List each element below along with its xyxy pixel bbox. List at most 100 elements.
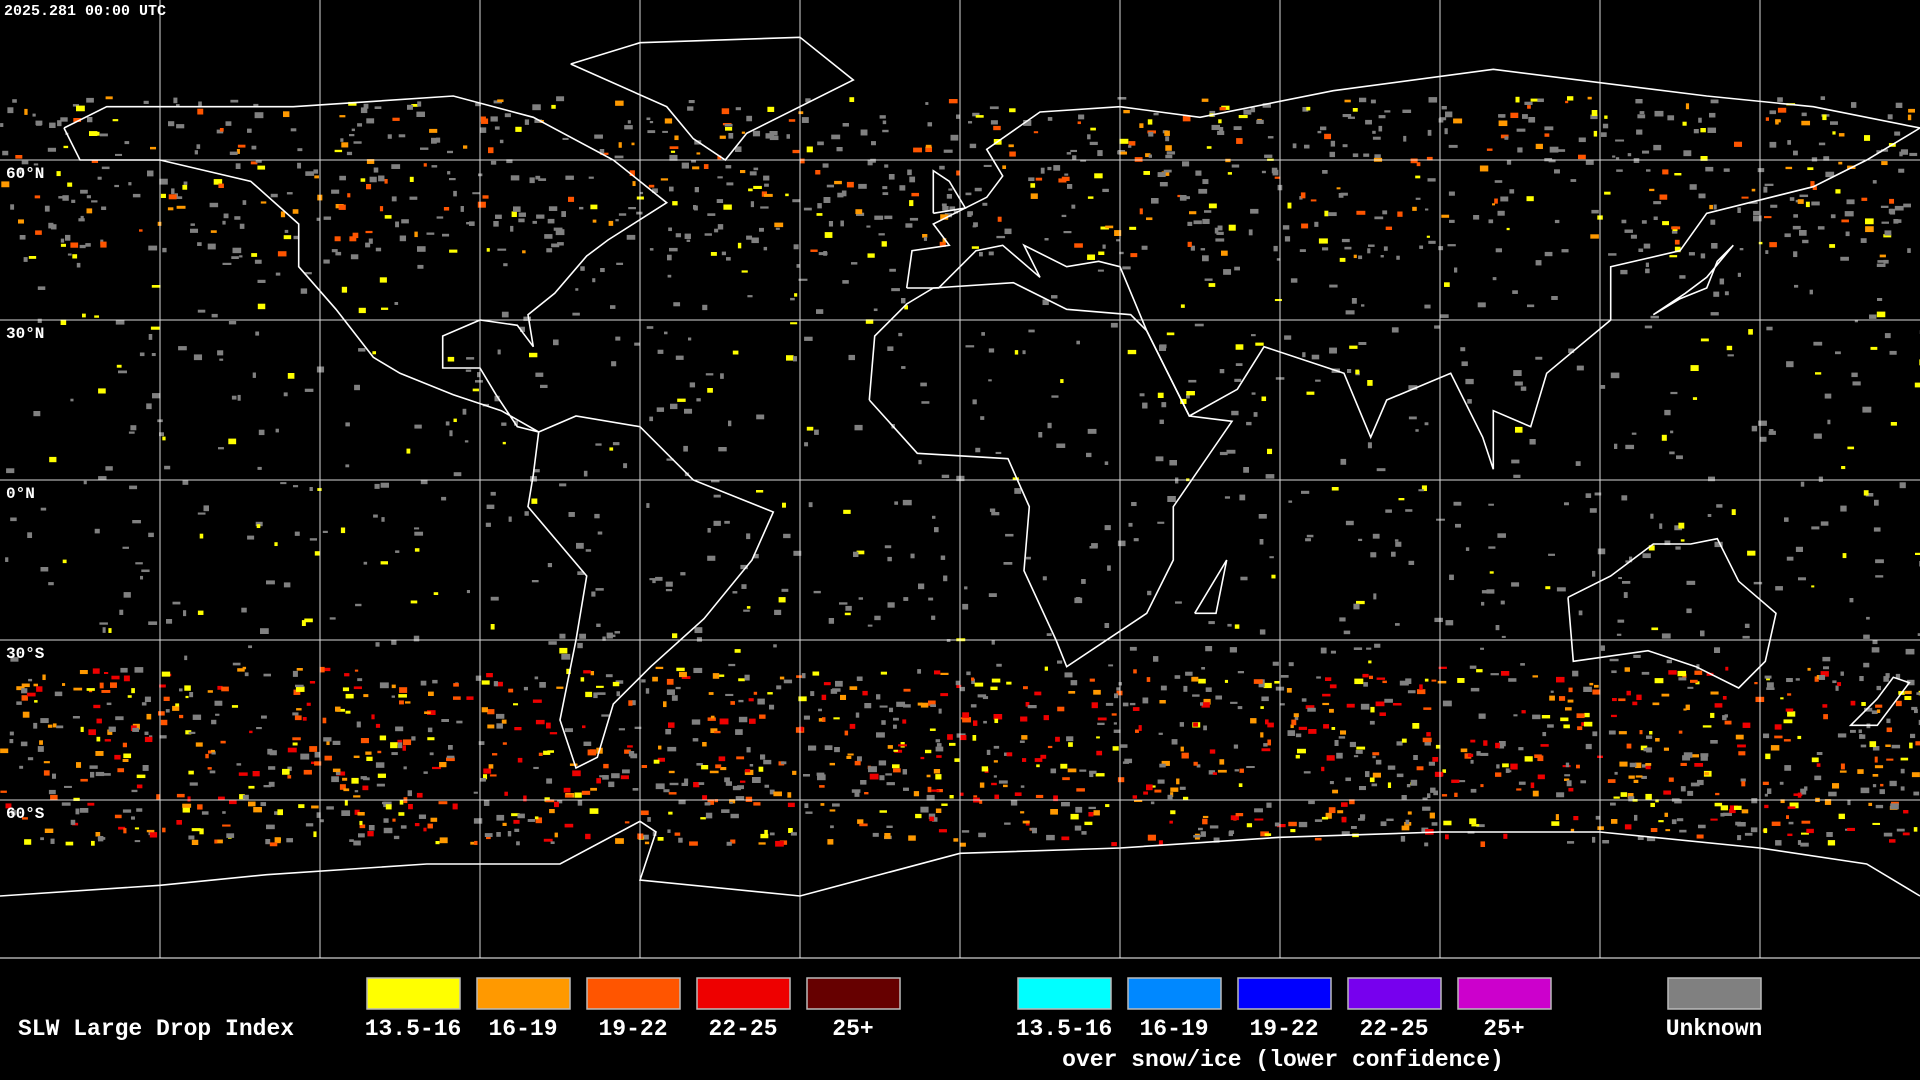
cloud-pixel <box>132 193 141 198</box>
cloud-pixel <box>112 119 119 122</box>
cloud-pixel <box>904 305 908 310</box>
cloud-pixel <box>350 254 359 260</box>
cloud-pixel <box>1835 685 1839 691</box>
cloud-pixel <box>1688 252 1695 256</box>
cloud-pixel <box>1678 677 1687 681</box>
cloud-pixel <box>1344 246 1352 250</box>
cloud-pixel <box>1564 502 1569 506</box>
cloud-pixel <box>1532 790 1539 797</box>
cloud-pixel <box>1666 659 1672 664</box>
cloud-pixel <box>1550 690 1554 693</box>
cloud-pixel <box>707 528 711 533</box>
cloud-pixel <box>1040 167 1045 174</box>
cloud-pixel <box>156 794 161 800</box>
cloud-pixel <box>1087 134 1091 140</box>
cloud-pixel <box>88 689 93 693</box>
cloud-pixel <box>1205 687 1212 692</box>
cloud-pixel <box>1888 208 1893 214</box>
cloud-pixel <box>669 186 674 192</box>
cloud-pixel <box>1766 682 1774 688</box>
cloud-pixel <box>1710 818 1718 821</box>
cloud-pixel <box>614 631 621 634</box>
cloud-pixel <box>1166 332 1175 336</box>
cloud-pixel <box>1367 442 1372 449</box>
cloud-pixel <box>757 698 765 705</box>
cloud-pixel <box>1822 114 1827 121</box>
cloud-pixel <box>1793 251 1798 258</box>
cloud-pixel <box>975 115 984 118</box>
cloud-pixel <box>1820 671 1829 677</box>
cloud-pixel <box>1720 812 1725 817</box>
cloud-pixel <box>1435 744 1441 749</box>
cloud-pixel <box>1765 117 1769 121</box>
cloud-pixel <box>1253 679 1263 684</box>
cloud-pixel <box>517 757 523 763</box>
cloud-pixel <box>116 364 122 368</box>
cloud-pixel <box>477 372 481 378</box>
cloud-pixel <box>86 688 95 691</box>
cloud-pixel <box>1036 764 1040 768</box>
cloud-pixel <box>530 476 537 482</box>
cloud-pixel <box>1233 126 1242 131</box>
cloud-pixel <box>219 128 224 132</box>
cloud-pixel <box>1611 714 1617 718</box>
cloud-pixel <box>842 123 849 127</box>
cloud-pixel <box>1080 159 1087 162</box>
cloud-pixel <box>1707 127 1717 133</box>
cloud-pixel <box>1915 552 1920 556</box>
cloud-pixel <box>475 380 483 383</box>
cloud-pixel <box>901 366 906 369</box>
cloud-pixel <box>1671 819 1677 825</box>
cloud-pixel <box>803 207 812 211</box>
cloud-pixel <box>1219 759 1225 765</box>
cloud-pixel <box>358 833 365 838</box>
cloud-pixel <box>790 297 795 301</box>
cloud-pixel <box>1417 689 1426 695</box>
cloud-pixel <box>60 238 65 243</box>
cloud-pixel <box>1153 656 1159 662</box>
cloud-pixel <box>577 571 585 576</box>
cloud-pixel <box>1813 433 1822 439</box>
cloud-pixel <box>210 230 217 233</box>
cloud-pixel <box>1872 746 1880 751</box>
cloud-pixel <box>736 756 745 760</box>
cloud-pixel <box>1239 768 1244 773</box>
cloud-pixel <box>1488 546 1496 549</box>
cloud-pixel <box>1034 758 1043 762</box>
cloud-pixel <box>1123 110 1130 114</box>
cloud-pixel <box>160 719 168 726</box>
cloud-pixel <box>1765 250 1769 254</box>
cloud-pixel <box>1260 706 1264 709</box>
cloud-pixel <box>561 653 571 660</box>
cloud-pixel <box>1886 758 1894 761</box>
cloud-pixel <box>1089 770 1097 774</box>
cloud-pixel <box>1146 784 1153 791</box>
cloud-pixel <box>1258 514 1267 519</box>
cloud-pixel <box>37 746 44 752</box>
cloud-pixel <box>124 141 130 145</box>
cloud-pixel <box>953 838 959 842</box>
cloud-pixel <box>314 175 319 179</box>
cloud-pixel <box>823 197 831 203</box>
cloud-pixel <box>499 139 504 144</box>
cloud-pixel <box>738 699 744 703</box>
cloud-pixel <box>205 753 209 759</box>
cloud-pixel <box>100 241 107 248</box>
cloud-pixel <box>972 399 977 405</box>
cloud-pixel <box>357 678 363 682</box>
cloud-pixel <box>1157 392 1164 399</box>
cloud-pixel <box>277 251 287 257</box>
cloud-pixel <box>1860 787 1870 794</box>
cloud-pixel <box>1785 166 1793 170</box>
cloud-pixel <box>898 744 907 747</box>
cloud-pixel <box>1159 763 1166 768</box>
cloud-pixel <box>1198 827 1203 831</box>
cloud-pixel <box>632 788 639 791</box>
cloud-pixel <box>1261 396 1267 402</box>
cloud-pixel <box>1700 156 1708 161</box>
cloud-pixel <box>1261 748 1271 752</box>
cloud-pixel <box>615 219 619 222</box>
cloud-pixel <box>1340 730 1347 735</box>
cloud-pixel <box>891 288 900 292</box>
cloud-pixel <box>801 673 806 679</box>
